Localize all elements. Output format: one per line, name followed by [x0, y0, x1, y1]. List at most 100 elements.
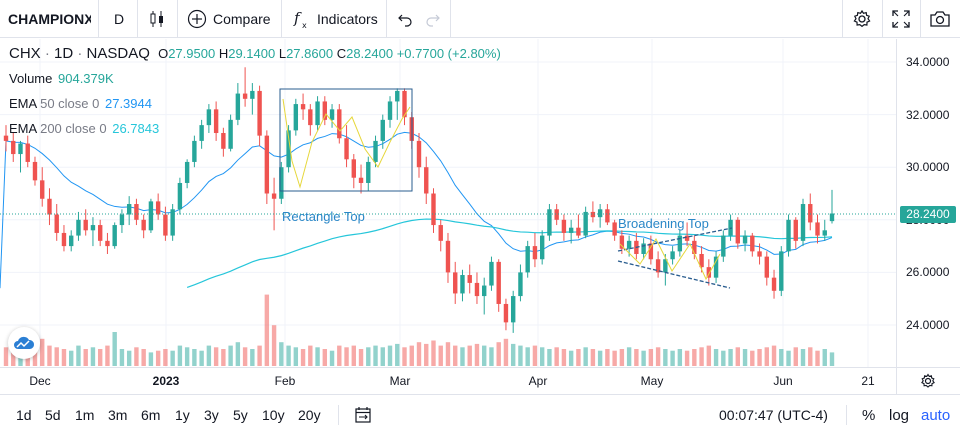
fullscreen-button[interactable]	[892, 0, 910, 38]
brand-logo[interactable]	[8, 327, 40, 359]
volume-bar	[431, 340, 436, 366]
candle-body	[503, 303, 509, 323]
volume-bar	[800, 349, 806, 366]
volume-bar	[706, 345, 712, 366]
candle-body	[126, 204, 132, 215]
current-price-badge: 28.2400	[900, 206, 956, 223]
candle-body	[308, 109, 313, 126]
auto-scale-toggle[interactable]: auto	[921, 407, 951, 424]
volume-bar	[76, 345, 81, 366]
toolbar-divider	[842, 0, 843, 38]
function-icon: f x	[293, 9, 307, 29]
candle-body	[561, 219, 567, 233]
chart-plot-area[interactable]: Rectangle Top Broadening Top CHX · 1D · …	[0, 39, 896, 367]
chart-style-button[interactable]	[148, 0, 166, 38]
price-chart[interactable]: Rectangle Top Broadening Top	[0, 39, 896, 367]
volume-bar	[119, 349, 125, 366]
svg-text:f: f	[293, 9, 302, 27]
legend-high-label: H	[218, 46, 229, 61]
candle-body	[69, 235, 74, 247]
range-button-6m[interactable]: 6m	[141, 407, 161, 423]
volume-bar	[583, 347, 588, 366]
volume-bar	[713, 349, 719, 366]
candle-body	[467, 275, 472, 283]
range-button-20y[interactable]: 20y	[298, 407, 321, 423]
volume-bar	[663, 349, 668, 366]
gear-icon	[921, 373, 935, 388]
volume-bar	[416, 342, 422, 366]
candle-body	[453, 272, 458, 294]
volume-bar	[815, 350, 820, 366]
percent-scale-toggle[interactable]: %	[862, 407, 876, 424]
candle-body	[750, 235, 755, 252]
toolbar-divider	[450, 0, 451, 38]
screenshot-button[interactable]	[929, 0, 951, 38]
candle-body	[221, 133, 226, 149]
toolbar-divider	[882, 0, 883, 38]
volume-bar	[228, 345, 233, 366]
indicators-button[interactable]: f x Indicators	[293, 0, 378, 38]
candle-body	[199, 125, 204, 141]
redo-button[interactable]	[425, 0, 441, 38]
candle-body	[322, 101, 328, 120]
toolbar-divider	[338, 405, 339, 425]
clock-timezone[interactable]: 00:07:47 (UTC-4)	[719, 407, 828, 423]
candle-body	[97, 225, 103, 241]
range-button-5d[interactable]: 5d	[45, 407, 61, 423]
volume-bar	[424, 343, 429, 366]
volume-bar	[735, 347, 741, 366]
volume-bar	[590, 349, 596, 366]
candle-body	[597, 209, 603, 218]
range-button-10y[interactable]: 10y	[262, 407, 285, 423]
range-button-3y[interactable]: 3y	[204, 407, 219, 423]
range-button-5y[interactable]: 5y	[233, 407, 248, 423]
legend-ema50-row[interactable]: EMA 50 close 0 27.3944	[9, 96, 152, 111]
interval-button[interactable]: D	[114, 11, 125, 27]
undo-button[interactable]	[397, 0, 413, 38]
candle-body	[525, 246, 530, 273]
volume-bar	[453, 345, 458, 366]
legend-volume-row[interactable]: Volume 904.379K	[9, 71, 114, 86]
compare-button[interactable]: Compare	[187, 0, 271, 38]
legend-symbol: CHX	[9, 45, 41, 62]
settings-button[interactable]	[852, 0, 872, 38]
volume-label: Volume	[9, 71, 53, 86]
log-scale-toggle[interactable]: log	[889, 407, 910, 424]
axis-settings-button[interactable]	[920, 373, 936, 394]
candle-body	[539, 235, 545, 260]
volume-bar	[199, 350, 204, 366]
volume-bar	[279, 342, 284, 366]
candle-body	[228, 119, 233, 149]
range-button-1m[interactable]: 1m	[75, 407, 95, 423]
range-button-1d[interactable]: 1d	[16, 407, 32, 423]
volume-bar	[105, 345, 110, 366]
range-button-1y[interactable]: 1y	[175, 407, 190, 423]
time-axis[interactable]: Dec 2023 Feb Mar Apr May Jun 21	[0, 367, 960, 394]
axis-corner-divider	[896, 368, 897, 394]
volume-bar	[503, 338, 509, 366]
volume-bar	[322, 349, 328, 366]
candle-body	[76, 219, 81, 236]
symbol-search-button[interactable]: CHAMPIONX	[8, 11, 91, 27]
range-button-3m[interactable]: 3m	[108, 407, 128, 423]
volume-bar	[561, 349, 567, 366]
candle-body	[112, 225, 117, 247]
date-range-button[interactable]	[354, 406, 372, 429]
volume-bar	[366, 347, 371, 366]
volume-bar	[728, 349, 733, 366]
toolbar-divider	[98, 0, 99, 38]
candle-body	[329, 109, 335, 120]
candle-body	[706, 267, 712, 278]
price-axis[interactable]: 34.0000 32.0000 30.0000 28.0000 26.0000 …	[896, 39, 960, 367]
candle-body	[431, 193, 436, 226]
candle-body	[250, 90, 255, 99]
price-tick: 34.0000	[906, 55, 950, 69]
price-tick: 30.0000	[906, 160, 950, 174]
volume-bar	[829, 352, 835, 366]
candle-body	[54, 214, 59, 233]
legend-ema200-row[interactable]: EMA 200 close 0 26.7843	[9, 121, 159, 136]
volume-bar	[250, 349, 255, 366]
time-tick: Feb	[274, 374, 296, 388]
volume-bar	[634, 349, 639, 366]
legend-change: +0.7700 (+2.80%)	[396, 46, 501, 61]
